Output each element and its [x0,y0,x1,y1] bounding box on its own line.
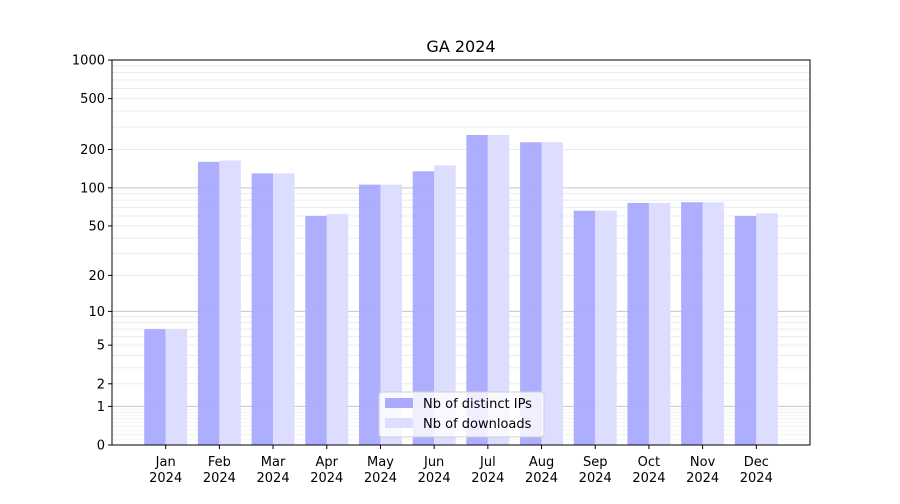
legend-swatch [385,398,413,408]
bar-downloads [487,134,510,445]
bar-distinct-ips [358,184,381,445]
bar-distinct-ips [681,202,703,445]
y-tick-label: 2 [97,377,105,392]
bar-distinct-ips [573,210,596,445]
y-tick-label: 500 [80,92,105,107]
bar-downloads [702,202,725,445]
legend-label: Nb of distinct IPs [423,397,532,412]
y-tick-label: 0 [97,439,105,454]
bar-downloads [165,329,188,445]
y-tick-label: 1000 [72,54,105,69]
x-tick-label: May 2024 [364,455,397,486]
legend-label: Nb of downloads [423,417,532,432]
x-tick-label: Sep 2024 [579,455,612,486]
bar-downloads [219,160,241,445]
legend-swatch [385,418,413,428]
bar-downloads [541,142,564,446]
y-tick-label: 50 [88,219,105,234]
x-tick-label: Mar 2024 [257,455,290,486]
bar-downloads [648,202,671,445]
y-tick-label: 1 [97,400,105,415]
y-tick-label: 5 [97,339,105,354]
bar-distinct-ips [305,215,327,445]
legend: Nb of distinct IPs Nb of downloads [378,391,545,438]
x-tick-label: Nov 2024 [686,455,719,486]
bar-downloads [326,214,349,445]
y-tick-label: 10 [88,305,105,320]
bar-distinct-ips [251,173,274,445]
bar-distinct-ips [627,202,649,445]
bar-downloads [434,165,456,445]
chart-title: GA 2024 [426,37,495,56]
bar-distinct-ips [144,329,166,445]
x-tick-label: Jul 2024 [471,455,504,486]
bar-downloads [380,184,402,445]
x-tick-label: Apr 2024 [310,455,343,486]
y-tick-label: 20 [88,269,105,284]
bar-distinct-ips [466,134,488,445]
x-tick-label: Aug 2024 [525,455,558,486]
bar-distinct-ips [734,215,757,445]
plot-frame [111,59,811,446]
bar-distinct-ips [197,161,220,446]
x-tick-label: Jan 2024 [149,455,182,486]
bar-downloads [273,173,295,445]
x-tick-label: Feb 2024 [203,455,236,486]
y-tick-label: 200 [80,143,105,158]
bar-downloads [756,213,778,445]
legend-box [378,391,545,438]
bar-distinct-ips [520,142,542,446]
x-tick-label: Oct 2024 [632,455,665,486]
x-tick-label: Dec 2024 [740,455,773,486]
bar-downloads [595,210,617,445]
y-tick-label: 100 [80,181,105,196]
x-tick-label: Jun 2024 [418,455,451,486]
bar-distinct-ips [412,171,435,445]
